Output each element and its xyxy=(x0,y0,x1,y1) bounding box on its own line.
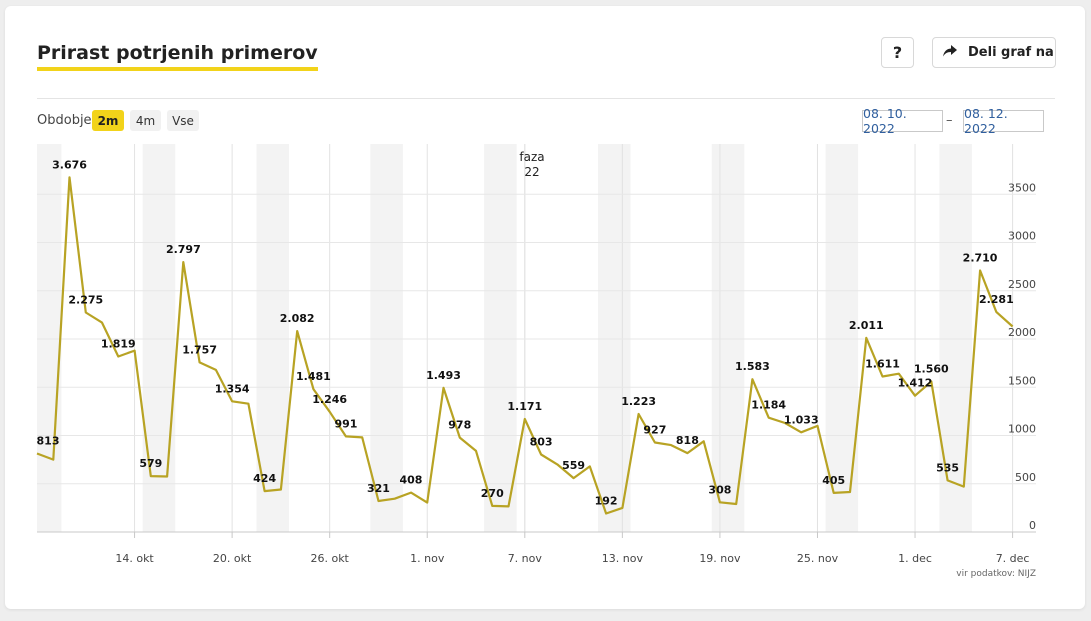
chart-title: Prirast potrjenih primerov xyxy=(37,41,318,71)
x-tick-label: 26. okt xyxy=(310,552,349,565)
period-label: Obdobje xyxy=(37,113,92,128)
x-tick-label: 19. nov xyxy=(699,552,741,565)
share-chart-button[interactable]: Deli graf na xyxy=(932,37,1056,68)
data-label: 1.560 xyxy=(914,362,949,375)
weekend-band xyxy=(597,144,631,532)
phase-marker-number: 22 xyxy=(524,165,539,179)
data-label: 321 xyxy=(367,482,390,495)
help-label: ? xyxy=(892,43,903,62)
y-tick-label: 2500 xyxy=(1008,278,1036,291)
phase-marker-label: faza xyxy=(519,150,544,164)
x-tick-label: 1. dec xyxy=(898,552,932,565)
data-label: 405 xyxy=(822,474,845,487)
series-line xyxy=(36,176,1014,515)
period-all-button[interactable]: Vse xyxy=(167,110,199,131)
data-label: 1.184 xyxy=(751,399,786,412)
x-tick-label: 7. dec xyxy=(996,552,1030,565)
weekend-band xyxy=(370,144,403,532)
source-note: vir podatkov: NIJZ xyxy=(956,569,1036,579)
data-label: 3.676 xyxy=(52,158,87,171)
data-label: 1.819 xyxy=(101,337,136,350)
y-tick-label: 2000 xyxy=(1008,326,1036,339)
weekend-band xyxy=(142,144,176,532)
help-button[interactable]: ? xyxy=(881,37,914,68)
period-2m-button[interactable]: 2m xyxy=(92,110,124,131)
data-label: 308 xyxy=(708,483,731,496)
data-label: 192 xyxy=(595,494,618,507)
data-label: 1.223 xyxy=(621,395,656,408)
period-4m-button[interactable]: 4m xyxy=(130,110,161,131)
data-label: 2.710 xyxy=(963,251,998,264)
data-label: 408 xyxy=(399,474,422,487)
date-from-input[interactable]: 08. 10. 2022 xyxy=(862,106,943,136)
data-label: 1.033 xyxy=(784,413,819,426)
chart-card xyxy=(5,6,1085,609)
y-tick-label: 0 xyxy=(1029,519,1036,532)
x-tick-label: 13. nov xyxy=(602,552,644,565)
weekend-band xyxy=(484,144,517,532)
data-label: 1.757 xyxy=(182,343,217,356)
data-label: 2.275 xyxy=(68,293,103,306)
share-arrow-icon xyxy=(943,44,959,61)
data-label: 991 xyxy=(334,417,357,430)
y-tick-label: 3000 xyxy=(1008,230,1036,243)
data-label: 1.481 xyxy=(296,370,331,383)
data-label: 2.797 xyxy=(166,243,201,256)
data-label: 813 xyxy=(37,435,60,448)
data-label: 927 xyxy=(643,424,666,437)
data-label: 1.412 xyxy=(898,377,933,390)
data-label: 579 xyxy=(139,457,162,470)
data-label: 424 xyxy=(253,472,276,485)
data-label: 1.583 xyxy=(735,360,770,373)
data-label: 1.171 xyxy=(507,400,542,413)
weekend-band xyxy=(37,144,62,532)
y-tick-label: 500 xyxy=(1015,471,1036,484)
data-label: 2.011 xyxy=(849,319,884,332)
data-label: 559 xyxy=(562,459,585,472)
data-label: 1.246 xyxy=(312,393,347,406)
data-label: 2.281 xyxy=(979,293,1014,306)
data-label: 818 xyxy=(676,434,699,447)
data-label: 1.611 xyxy=(865,358,900,371)
share-label: Deli graf na xyxy=(968,45,1054,60)
x-tick-label: 1. nov xyxy=(410,552,445,565)
data-label: 803 xyxy=(530,436,553,449)
y-tick-label: 1500 xyxy=(1008,374,1036,387)
data-label: 270 xyxy=(481,487,504,500)
x-tick-label: 14. okt xyxy=(115,552,154,565)
data-label: 535 xyxy=(936,461,959,474)
y-tick-label: 3500 xyxy=(1008,181,1036,194)
header-divider xyxy=(37,98,1055,99)
data-label: 978 xyxy=(448,419,471,432)
data-label: 1.354 xyxy=(215,382,250,395)
data-label: 2.082 xyxy=(280,312,315,325)
y-tick-label: 1000 xyxy=(1008,423,1036,436)
date-separator: – xyxy=(946,113,953,128)
weekend-band xyxy=(711,144,745,532)
x-tick-label: 25. nov xyxy=(797,552,839,565)
x-tick-label: 7. nov xyxy=(508,552,543,565)
data-label: 1.493 xyxy=(426,369,461,382)
x-tick-label: 20. okt xyxy=(213,552,252,565)
